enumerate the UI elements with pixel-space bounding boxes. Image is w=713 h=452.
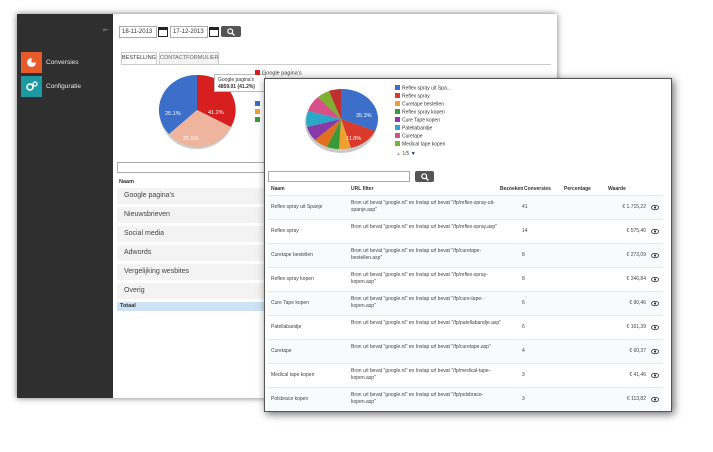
pie-slice [329,89,341,119]
legend-item[interactable]: Google pagina's [255,70,302,77]
list-item[interactable]: Vergelijking wesbites [117,264,267,281]
legend-item[interactable]: Curetape [395,133,423,140]
pie-slice [308,97,341,119]
calendar-icon[interactable] [209,26,219,37]
tooltip-title: Google pagina's [218,77,254,83]
eye-icon[interactable] [651,277,659,282]
pie-chart-icon [21,52,42,73]
search-button[interactable] [221,26,241,37]
table-row[interactable]: Reflex spray kopen Bron url bevat "google… [268,267,663,292]
search-icon [421,173,429,181]
gears-icon [21,76,42,97]
pie-label-red: 11.8% [346,136,361,142]
calendar-icon[interactable] [158,26,168,37]
collapse-icon[interactable]: ⇤ [103,27,109,34]
search-button[interactable] [415,171,434,182]
pie-slice [315,119,341,147]
pager-up-icon[interactable]: ▲ [396,151,401,157]
sidebar-item-conversies[interactable]: Conversies [17,52,113,74]
pie-label-large: 41.2% [208,110,224,116]
sidebar-item-configuratie[interactable]: Configuratie [17,76,113,98]
foreground-window: 35.3% 11.8% Reflex spray uit Spa... Refl… [264,78,672,412]
legend-item[interactable]: Medical tape kopen [395,141,445,148]
sidebar-item-label: Conversies [46,59,79,66]
search-icon [227,28,235,36]
legend-item[interactable] [255,117,262,123]
pager-down-icon[interactable]: ▼ [410,151,416,157]
total-row: Totaal [117,302,267,311]
table-row[interactable]: Reflex spray Bron url bevat "google.nl" e… [268,219,663,244]
filter-input[interactable] [117,162,269,173]
tooltip-value: 4859.01 (41.2%) [218,84,255,90]
eye-icon[interactable] [651,397,659,402]
tab-divider [121,64,551,65]
pie-label-blue: 35.3% [356,113,372,119]
conversion-pie-chart: 41.2% 25.1% 25.5% [158,74,236,149]
legend-item[interactable]: Patellabandje [395,125,432,132]
date-from-input[interactable]: 18-11-2013 [119,26,157,38]
pie-tooltip: Google pagina's 4859.01 (41.2%) [214,74,266,92]
list-item[interactable]: Nieuwsbrieven [117,207,267,224]
list-item[interactable]: Social media [117,226,267,243]
header-visits[interactable]: Bezoeken [500,186,524,192]
list-item[interactable]: Google pagina's [117,188,267,205]
table-row[interactable]: Curetape bestellen Bron url bevat "google… [268,243,663,268]
pie-slice [307,119,341,140]
pie-slice [339,119,351,150]
eye-icon[interactable] [651,325,659,330]
header-value[interactable]: Waarde [608,186,626,192]
legend-item[interactable]: Reflex spray [395,93,430,100]
eye-icon[interactable] [651,205,659,210]
table-row[interactable]: Polsbrace kopen Bron url bevat "google.nl… [268,387,663,411]
list-item[interactable]: Overig [117,283,267,300]
pie-slice [306,111,341,127]
header-percentage[interactable]: Percentage [564,186,591,192]
header-conversions[interactable]: Conversies [524,186,551,192]
list-item[interactable]: Adwords [117,245,267,262]
legend-pager[interactable]: ▲ 1/5 ▼ [396,151,416,157]
table-header-name: Naam [119,179,134,185]
pie-slice [327,119,341,149]
table-row[interactable]: Patellabandje Bron url bevat "google.nl" … [268,315,663,340]
legend-item[interactable]: Curetape bestellen [395,101,444,108]
table-row[interactable]: Medical tape kopen Bron url bevat "google… [268,363,663,388]
legend-item[interactable] [255,101,262,107]
table-header: Naam URL filter Bezoeken Conversies Perc… [268,184,663,194]
header-url[interactable]: URL filter [351,186,374,192]
legend-item[interactable]: Reflex spray kopen [395,109,445,116]
date-to-input[interactable]: 17-12-2013 [170,26,208,38]
eye-icon[interactable] [651,301,659,306]
eye-icon[interactable] [651,253,659,258]
pager-text: 1/5 [402,151,410,157]
pie-slice [318,91,341,119]
eye-icon[interactable] [651,229,659,234]
eye-icon[interactable] [651,373,659,378]
table-row[interactable]: Curetape Bron url bevat "google.nl" en In… [268,339,663,364]
pie-slice [341,119,375,148]
pie-slice-pink [169,110,231,147]
filter-input[interactable] [268,171,410,182]
header-name[interactable]: Naam [271,186,285,192]
pie-slice [341,88,379,131]
table-row[interactable]: Cure Tape kopen Bron url bevat "google.nl… [268,291,663,316]
table-row[interactable]: Reflex spray uit Spanje Bron url bevat "g… [268,195,663,220]
pie-slice-blue [158,74,197,134]
url-pie-chart: 35.3% 11.8% [305,88,379,153]
sidebar: ⇤ Conversies Configuratie [17,14,113,398]
pie-label-pink: 25.5% [183,136,199,142]
legend-item[interactable] [255,109,262,115]
legend-item[interactable]: Cure Tape kopen [395,117,440,124]
sidebar-item-label: Configuratie [46,83,82,90]
eye-icon[interactable] [651,349,659,354]
legend-item[interactable]: Reflex spray uit Spa... [395,85,451,92]
pie-label-blue: 25.1% [165,111,181,117]
